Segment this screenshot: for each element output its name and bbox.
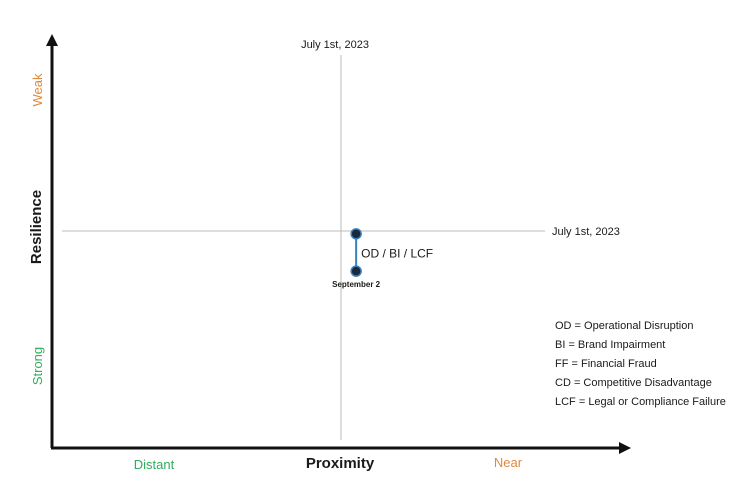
point-label-september: September 2 bbox=[332, 280, 381, 289]
x-low-label: Distant bbox=[134, 457, 175, 472]
legend-item: LCF = Legal or Compliance Failure bbox=[555, 396, 726, 408]
y-axis-arrow bbox=[46, 34, 58, 46]
legend-item: FF = Financial Fraud bbox=[555, 358, 657, 370]
x-high-label: Near bbox=[494, 455, 523, 470]
vertical-reference-label: July 1st, 2023 bbox=[301, 39, 369, 51]
x-axis-arrow bbox=[619, 442, 631, 454]
data-point-september bbox=[350, 265, 362, 277]
y-low-label: Strong bbox=[30, 347, 45, 385]
x-axis-title: Proximity bbox=[306, 455, 375, 472]
y-high-label: Weak bbox=[30, 73, 45, 106]
segment-label: OD / BI / LCF bbox=[361, 246, 433, 260]
legend: OD = Operational Disruption BI = Brand I… bbox=[555, 320, 726, 408]
data-point-july bbox=[350, 228, 362, 240]
horizontal-reference-label: July 1st, 2023 bbox=[552, 226, 620, 238]
y-axis-title: Resilience bbox=[28, 190, 45, 264]
legend-item: OD = Operational Disruption bbox=[555, 320, 693, 332]
legend-item: BI = Brand Impairment bbox=[555, 339, 665, 351]
legend-item: CD = Competitive Disadvantage bbox=[555, 377, 712, 389]
